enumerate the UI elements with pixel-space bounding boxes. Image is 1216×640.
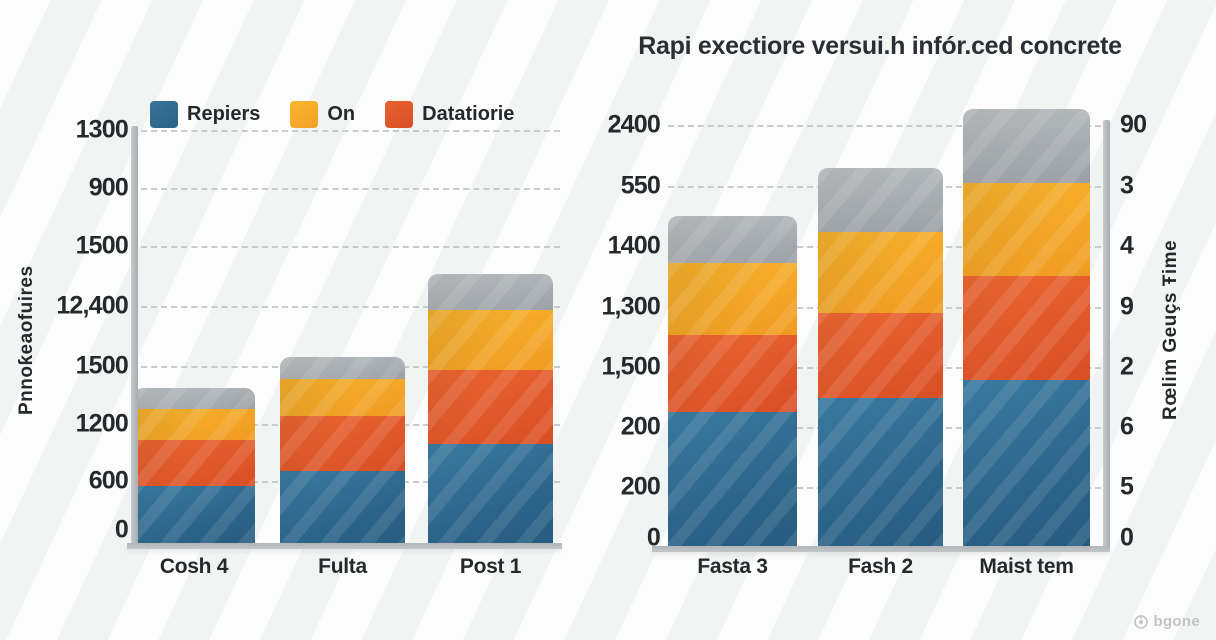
bar-segment-gray — [668, 216, 797, 263]
bar-segment-yellow — [133, 409, 255, 440]
bar-segment-blue — [668, 412, 797, 546]
y2-tick-label: 5 — [1120, 472, 1134, 501]
watermark-logo-icon — [1133, 614, 1148, 629]
y2-tick-label: 6 — [1120, 412, 1134, 441]
bar-segment-blue — [133, 486, 255, 543]
legend-label: On — [327, 103, 356, 125]
y2-tick-label: 0 — [1120, 523, 1134, 552]
bar-segment-gray — [133, 388, 255, 409]
y2-tick-label: 3 — [1120, 171, 1134, 200]
gridline — [141, 306, 560, 308]
bar-segment-blue — [963, 380, 1090, 546]
bar-segment-yellow — [668, 263, 797, 335]
bar-segment-orange — [668, 335, 797, 412]
bar-segment-yellow — [963, 183, 1090, 276]
gridline — [668, 125, 1101, 127]
bar-segment-orange — [963, 276, 1090, 380]
legend-label: Datatiorie — [422, 103, 515, 125]
y-tick-label: 1,300 — [601, 292, 660, 321]
y-tick-label: 2400 — [607, 110, 661, 139]
x-axis-label: Fasta 3 — [697, 555, 768, 578]
y2-tick-label: 4 — [1120, 231, 1134, 260]
gridline — [141, 188, 560, 190]
bar-segment-blue — [818, 398, 943, 546]
bar-segment-blue — [428, 444, 553, 543]
y2-tick-label: 2 — [1120, 352, 1134, 381]
x-axis-line — [127, 543, 562, 549]
gridline — [141, 246, 560, 248]
y-tick-label: 1400 — [607, 231, 661, 260]
stacked-bar — [428, 274, 553, 543]
stacked-bar — [668, 216, 797, 546]
bar-segment-yellow — [428, 310, 553, 370]
bar-segment-blue — [280, 471, 405, 543]
stacked-bar — [133, 388, 255, 543]
y2-tick-label: 9 — [1120, 292, 1134, 321]
x-axis-label: Cosh 4 — [159, 555, 229, 578]
bar-segment-orange — [133, 440, 255, 486]
y-tick-label: 200 — [620, 472, 661, 501]
bar-segment-gray — [280, 357, 405, 379]
legend-swatch-blue — [150, 101, 178, 128]
y-axis-line — [1103, 120, 1110, 552]
x-axis-label: Post 1 — [459, 555, 522, 578]
x-axis-label: Fulta — [318, 555, 367, 578]
y-tick-label: 1200 — [75, 409, 129, 438]
x-axis-line — [652, 546, 1110, 552]
y-tick-label: 0 — [114, 515, 129, 544]
x-axis-label: Fash 2 — [848, 555, 913, 578]
legend-swatch-orange — [385, 101, 414, 128]
bar-segment-orange — [818, 313, 943, 398]
chart-title: Rapi exectiore versui.h infór.ced concre… — [638, 32, 1122, 60]
y-tick-label: 200 — [620, 412, 661, 441]
gridline — [141, 130, 560, 132]
legend-item-on: On — [290, 101, 355, 128]
y2-tick-label: 90 — [1120, 110, 1147, 139]
y-tick-label: 0 — [646, 523, 661, 552]
stacked-bar — [963, 109, 1090, 546]
y-tick-label: 900 — [88, 173, 129, 202]
bar-segment-gray — [818, 168, 943, 232]
bar-segment-orange — [428, 370, 553, 444]
legend-item-repiers: Repiers — [150, 101, 260, 128]
legend-label: Repiers — [187, 103, 261, 125]
legend-swatch-yellow — [290, 101, 319, 128]
bar-segment-gray — [428, 274, 553, 310]
y-tick-label: 550 — [620, 171, 661, 200]
y-tick-label: 1300 — [75, 115, 129, 144]
legend: Repiers On Datatiorie — [150, 101, 514, 128]
watermark-text: bgone — [1153, 613, 1200, 630]
bar-segment-gray — [963, 109, 1090, 183]
stacked-bar — [818, 168, 943, 546]
y-axis-line — [131, 126, 138, 549]
y-tick-label: 1500 — [75, 231, 129, 260]
bar-segment-yellow — [280, 379, 405, 416]
legend-item-datatiorie: Datatiorie — [385, 101, 514, 128]
stacked-bar — [280, 357, 405, 543]
x-axis-label: Maist tem — [979, 555, 1074, 578]
y-tick-label: 1,500 — [601, 352, 660, 381]
y-tick-label: 12,400 — [56, 291, 128, 320]
bar-segment-orange — [280, 416, 405, 471]
bar-segment-yellow — [818, 232, 943, 313]
watermark: bgone — [1133, 613, 1201, 630]
y-tick-label: 600 — [88, 466, 129, 495]
y-tick-label: 1500 — [75, 351, 129, 380]
